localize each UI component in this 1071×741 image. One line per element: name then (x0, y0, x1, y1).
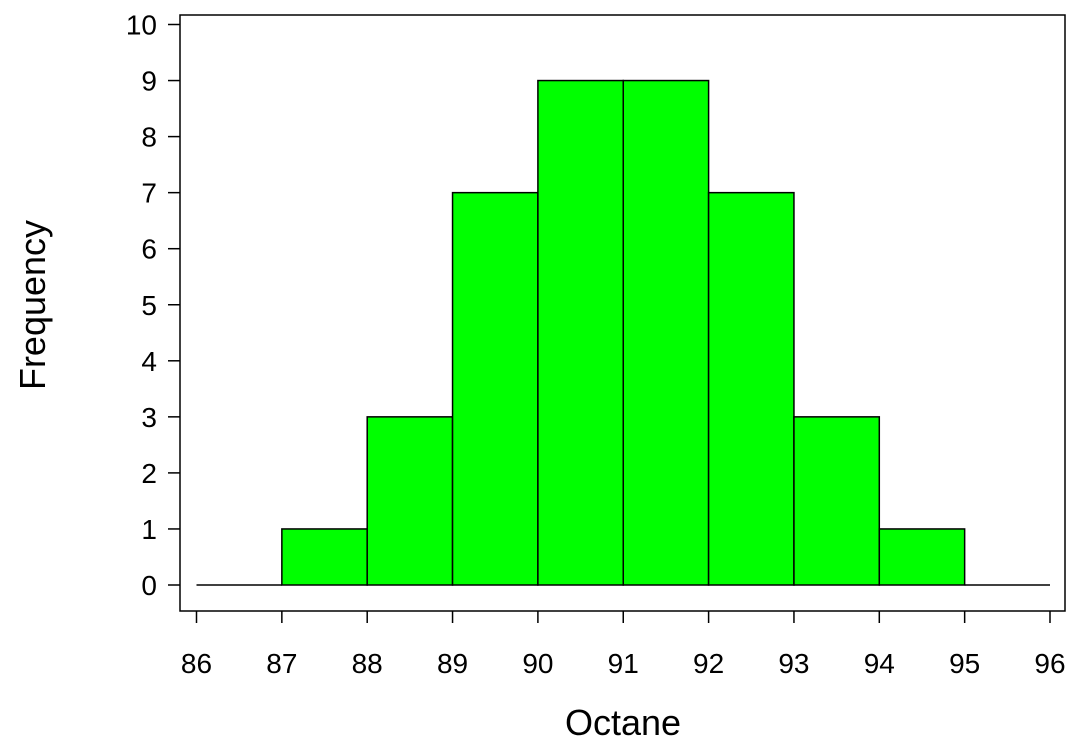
y-tick-label: 6 (141, 234, 157, 265)
histogram-bar (707, 191, 795, 586)
y-tick-label: 9 (141, 66, 157, 97)
y-tick-label: 7 (141, 178, 157, 209)
x-tick-label: 91 (608, 648, 639, 679)
y-axis-title: Frequency (12, 220, 53, 390)
y-tick-label: 0 (141, 570, 157, 601)
histogram-bar (366, 416, 454, 586)
x-tick-label: 89 (437, 648, 468, 679)
y-tick-label: 2 (141, 458, 157, 489)
y-tick-label: 1 (141, 514, 157, 545)
x-tick-label: 90 (522, 648, 553, 679)
y-tick-label: 5 (141, 290, 157, 321)
bars-group (196, 79, 1050, 586)
y-tick-label: 3 (141, 402, 157, 433)
x-tick-label: 95 (949, 648, 980, 679)
histogram-bar (878, 528, 966, 586)
x-tick-label: 93 (778, 648, 809, 679)
histogram-bar (281, 528, 368, 586)
y-tick-label: 4 (141, 346, 157, 377)
x-axis-title: Octane (565, 702, 681, 741)
x-tick-label: 92 (693, 648, 724, 679)
histogram-bar (622, 79, 710, 586)
y-tick-label: 8 (141, 122, 157, 153)
histogram-bar (537, 79, 625, 586)
histogram-bar (793, 416, 881, 586)
y-axis: 0 1 2 3 4 5 6 7 8 9 10 (126, 10, 180, 601)
x-axis: 86 87 88 89 90 91 92 93 94 95 96 (181, 611, 1066, 679)
y-tick-label: 10 (126, 10, 157, 41)
x-tick-label: 86 (181, 648, 212, 679)
x-tick-label: 88 (352, 648, 383, 679)
x-tick-label: 96 (1034, 648, 1065, 679)
x-tick-label: 94 (864, 648, 895, 679)
histogram-bar (451, 191, 539, 586)
x-tick-label: 87 (266, 648, 297, 679)
